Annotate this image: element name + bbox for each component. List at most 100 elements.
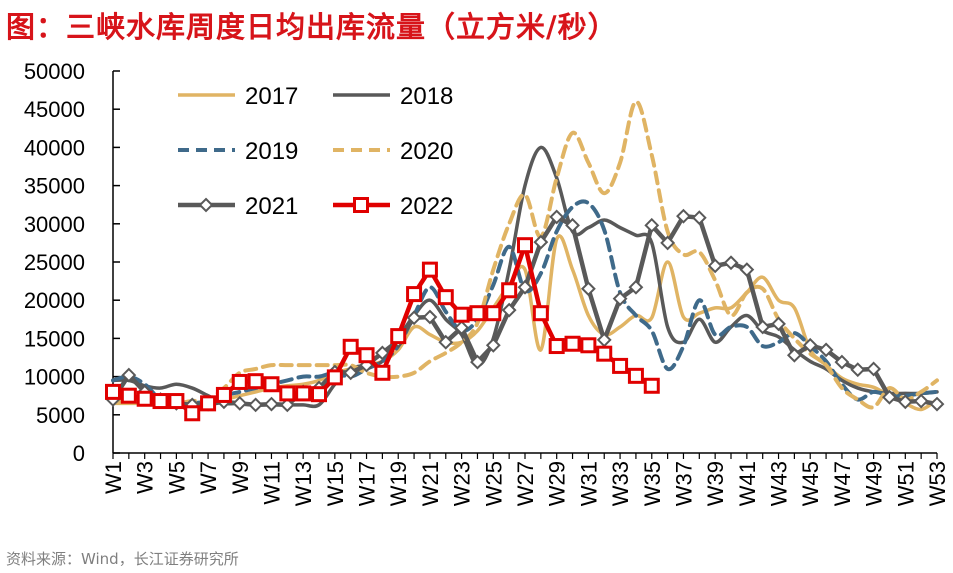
data-point-2022 xyxy=(643,377,660,394)
data-point-2021 xyxy=(580,281,596,297)
data-point-2021 xyxy=(279,397,295,413)
x-tick-label: W1 xyxy=(101,461,126,494)
data-point-2022 xyxy=(326,369,343,386)
x-tick-label: W51 xyxy=(893,461,918,506)
x-tick-label: W19 xyxy=(386,461,411,506)
x-axis: W1 W3 W5 W7 W9 W11 W13 W15 W17 W19 W21 W23 W25 W27 W29… xyxy=(101,452,950,506)
x-tick-label: W45 xyxy=(798,461,823,506)
data-point-2021 xyxy=(422,309,438,325)
y-tick-label: 35000 xyxy=(24,174,85,199)
x-tick-label: W41 xyxy=(735,461,760,506)
x-tick-label: W31 xyxy=(576,461,601,506)
data-point-2022 xyxy=(358,347,375,364)
data-point-2022 xyxy=(247,373,264,390)
x-tick-label: W39 xyxy=(703,461,728,506)
data-point-2022 xyxy=(152,393,169,410)
data-point-2022 xyxy=(532,305,549,322)
data-point-2021 xyxy=(771,316,786,332)
data-point-2022 xyxy=(517,237,533,254)
data-point-2022 xyxy=(263,376,280,393)
legend-marker xyxy=(198,197,214,213)
data-point-2021 xyxy=(739,262,755,278)
data-point-2021 xyxy=(517,279,533,295)
x-tick-label: W7 xyxy=(196,461,221,494)
data-point-2021 xyxy=(533,234,549,250)
data-point-2022 xyxy=(279,385,296,402)
x-tick-label: W17 xyxy=(355,461,380,506)
legend-marker xyxy=(353,197,369,213)
data-point-2021 xyxy=(628,279,644,295)
data-point-2022 xyxy=(342,338,359,355)
series-2022 xyxy=(105,237,660,422)
legend-item-2017: 2017 xyxy=(178,83,298,110)
y-tick-label: 5000 xyxy=(36,403,85,428)
data-point-2022 xyxy=(580,337,597,354)
x-tick-label: W23 xyxy=(450,461,475,506)
x-tick-label: W47 xyxy=(830,461,855,506)
x-tick-label: W5 xyxy=(164,461,189,494)
y-tick-label: 50000 xyxy=(24,59,85,84)
x-tick-label: W43 xyxy=(767,461,792,506)
data-point-2021 xyxy=(660,235,676,251)
data-point-2021 xyxy=(818,342,834,358)
data-point-2021 xyxy=(723,255,739,271)
x-tick-label: W37 xyxy=(671,461,696,506)
legend-label: 2020 xyxy=(400,138,453,165)
data-point-2021 xyxy=(248,397,264,413)
legend-label: 2017 xyxy=(245,83,298,110)
y-tick-label: 25000 xyxy=(24,250,85,275)
data-point-2022 xyxy=(295,385,312,402)
data-point-2022 xyxy=(596,345,613,362)
data-point-2022 xyxy=(390,328,407,345)
data-point-2021 xyxy=(343,365,359,381)
x-tick-label: W3 xyxy=(133,461,158,494)
data-point-2022 xyxy=(168,393,185,410)
data-point-2022 xyxy=(200,395,217,412)
data-point-2022 xyxy=(453,306,470,323)
data-point-2021 xyxy=(470,354,485,370)
data-point-2021 xyxy=(264,396,279,412)
series-layer xyxy=(105,99,945,422)
data-point-2021 xyxy=(565,217,580,233)
data-point-2021 xyxy=(485,337,501,353)
legend-item-2018: 2018 xyxy=(333,83,453,110)
data-point-2021 xyxy=(406,310,422,326)
data-point-2022 xyxy=(501,282,518,299)
data-point-2022 xyxy=(374,364,391,381)
series-2018 xyxy=(111,145,939,409)
data-point-2022 xyxy=(120,387,137,404)
x-tick-label: W33 xyxy=(608,461,633,506)
legend: 2017 2018 2019 2020 2021 2022 xyxy=(178,83,453,220)
chart-title: 图：三峡水库周度日均出库流量（立方米/秒） xyxy=(6,10,618,44)
data-point-2022 xyxy=(406,286,423,303)
data-point-2022 xyxy=(105,383,121,400)
data-point-2022 xyxy=(612,357,629,374)
x-tick-label: W15 xyxy=(323,461,348,506)
legend-item-2022: 2022 xyxy=(333,193,453,220)
y-tick-label: 20000 xyxy=(24,288,85,313)
x-tick-label: W49 xyxy=(862,461,887,506)
data-point-2022 xyxy=(231,373,248,390)
y-tick-label: 30000 xyxy=(24,212,85,237)
data-point-2022 xyxy=(136,390,153,407)
data-point-2021 xyxy=(676,208,691,224)
legend-item-2019: 2019 xyxy=(178,138,298,165)
legend-item-2020: 2020 xyxy=(333,138,453,165)
data-point-2021 xyxy=(786,347,802,363)
data-point-2021 xyxy=(232,395,248,411)
x-tick-label: W13 xyxy=(291,461,316,506)
data-point-2021 xyxy=(501,302,517,318)
x-tick-label: W11 xyxy=(259,461,284,505)
data-point-2022 xyxy=(311,386,327,403)
data-point-2022 xyxy=(548,338,565,355)
data-point-2021 xyxy=(834,354,850,370)
data-point-2021 xyxy=(374,345,390,361)
y-tick-label: 10000 xyxy=(24,365,85,390)
legend-label: 2022 xyxy=(400,193,453,220)
data-point-2022 xyxy=(437,289,454,306)
data-point-2021 xyxy=(549,209,565,225)
data-point-2021 xyxy=(850,362,866,378)
data-point-2021 xyxy=(866,361,882,377)
data-point-2022 xyxy=(564,335,581,352)
